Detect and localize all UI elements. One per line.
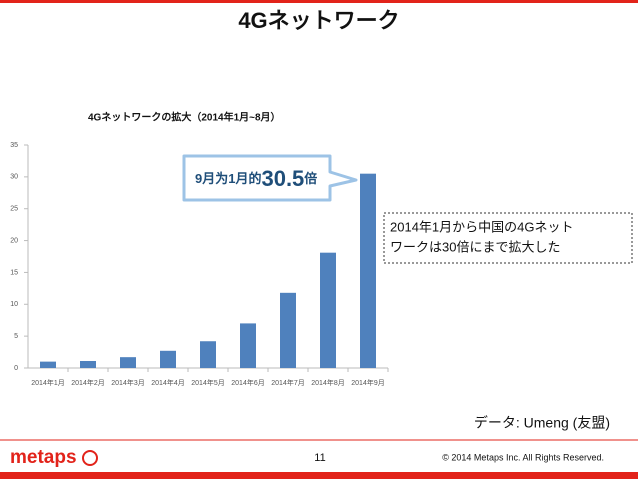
bar <box>360 173 376 368</box>
y-tick-label: 20 <box>10 237 18 244</box>
logo-mark <box>82 450 98 466</box>
x-tick-label: 2014年9月 <box>351 378 384 387</box>
copyright: © 2014 Metaps Inc. All Rights Reserved. <box>442 452 604 462</box>
bottom-band <box>0 472 638 479</box>
x-tick-label: 2014年2月 <box>71 378 104 387</box>
x-tick-label: 2014年5月 <box>191 378 224 387</box>
y-tick-label: 30 <box>10 174 18 181</box>
x-tick-label: 2014年8月 <box>311 378 344 387</box>
note-box <box>383 212 633 264</box>
page-number: 11 <box>314 452 325 464</box>
chart-title: 4Gネットワークの拡大（2014年1月~8月） <box>88 111 281 124</box>
top-band <box>0 0 638 3</box>
bar <box>200 341 216 368</box>
bar <box>240 323 256 368</box>
bar <box>80 360 96 368</box>
callout-text: 9月为1月的30.5倍 <box>195 166 317 191</box>
bar <box>320 252 336 368</box>
callout-suffix: 倍 <box>304 171 317 186</box>
y-tick-label: 5 <box>14 333 18 340</box>
y-tick-label: 25 <box>10 206 18 213</box>
bar <box>120 357 136 368</box>
x-tick-label: 2014年3月 <box>111 378 144 387</box>
note-line: 2014年1月から中国の4Gネット <box>390 219 574 234</box>
bar <box>280 292 296 368</box>
callout-box <box>182 154 358 202</box>
x-tick-label: 2014年6月 <box>231 378 264 387</box>
bar <box>160 350 176 368</box>
y-tick-label: 10 <box>10 301 18 308</box>
callout-prefix: 9月为1月的 <box>195 171 261 186</box>
bar <box>40 361 56 368</box>
x-tick-label: 2014年7月 <box>271 378 304 387</box>
x-tick-label: 2014年1月 <box>31 378 64 387</box>
y-tick-label: 15 <box>10 269 18 276</box>
y-tick-label: 35 <box>10 142 18 149</box>
note-line: ワークは30倍にまで拡大した <box>390 239 560 254</box>
source: データ: Umeng (友盟) <box>474 415 610 431</box>
callout-value: 30.5 <box>261 166 304 191</box>
logo: metaps <box>10 447 77 468</box>
x-tick-label: 2014年4月 <box>151 378 184 387</box>
slide-title: 4Gネットワーク <box>238 8 399 33</box>
y-tick-label: 0 <box>14 365 18 372</box>
